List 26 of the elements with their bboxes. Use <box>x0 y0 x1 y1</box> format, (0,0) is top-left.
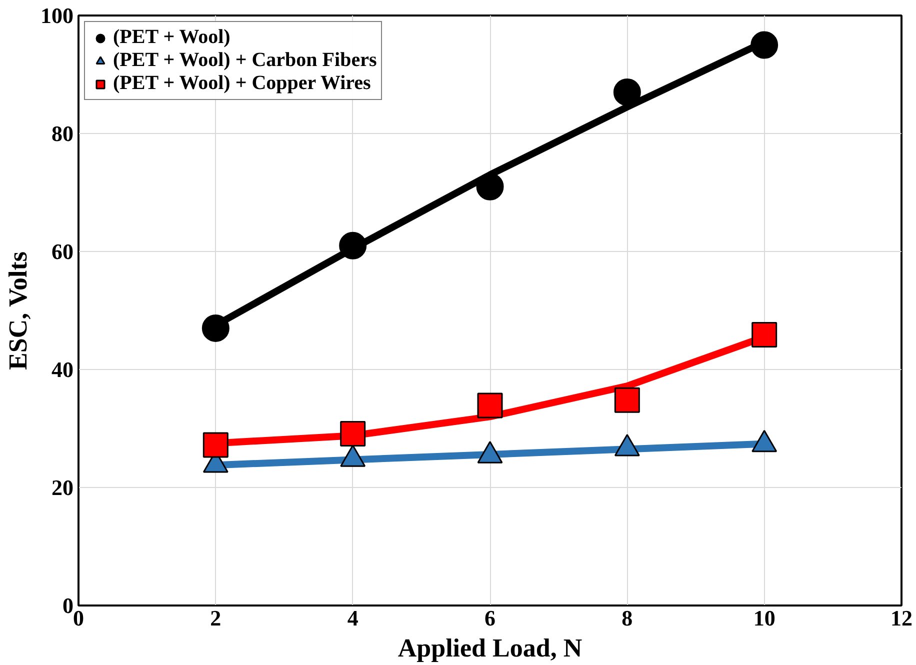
x-tick-label: 8 <box>622 606 633 630</box>
x-tick-label: 10 <box>753 606 776 630</box>
y-tick-label: 20 <box>52 475 74 500</box>
point <box>613 78 641 106</box>
x-tick-label: 12 <box>890 606 912 630</box>
y-tick-label: 100 <box>40 3 74 28</box>
point <box>752 322 778 348</box>
x-tick-label: 6 <box>484 606 496 630</box>
y-tick-label: 80 <box>52 121 74 146</box>
y-axis-title: ESC, Volts <box>4 251 32 370</box>
point <box>339 232 367 260</box>
point <box>202 432 228 458</box>
legend-label: (PET + Wool) + Copper Wires <box>113 72 371 95</box>
x-tick-label: 2 <box>210 606 222 630</box>
x-axis-title: Applied Load, N <box>398 634 582 662</box>
point <box>476 172 504 200</box>
point <box>340 421 366 447</box>
point <box>477 392 503 418</box>
legend-label: (PET + Wool) <box>113 26 230 49</box>
y-tick-label: 60 <box>52 239 74 264</box>
point <box>614 387 640 413</box>
point <box>750 31 778 59</box>
x-tick-label: 4 <box>347 606 358 630</box>
y-tick-label: 40 <box>52 357 74 382</box>
point <box>202 314 230 342</box>
legend-label: (PET + Wool) + Carbon Fibers <box>113 49 377 72</box>
